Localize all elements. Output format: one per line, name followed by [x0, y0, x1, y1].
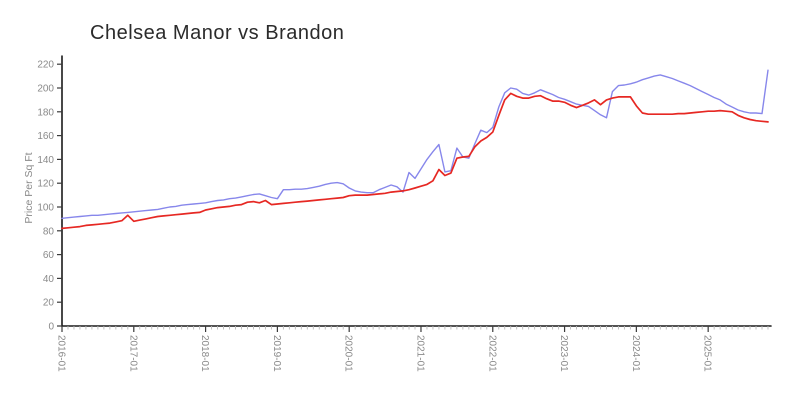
- y-tick-label: 160: [37, 131, 54, 142]
- axis-spines: [61, 55, 772, 327]
- x-tick-label: 2022-01: [486, 335, 497, 372]
- x-tick-label: 2020-01: [343, 335, 354, 372]
- y-tick-label: 100: [37, 203, 54, 214]
- y-tick-label: 40: [43, 274, 55, 285]
- y-tick-label: 180: [37, 107, 54, 118]
- plot-lines: [61, 69, 769, 230]
- chart-title: Chelsea Manor vs Brandon: [90, 22, 344, 44]
- axes: 0 20 40 60 80 100 120 140 160 180 200 220 2016-01 201…: [37, 55, 772, 372]
- y-tick-label: 20: [43, 298, 55, 309]
- series-line-chelsea-manor: [61, 69, 769, 220]
- x-tick-label: 2018-01: [199, 335, 210, 372]
- x-tick-label: 2021-01: [414, 335, 425, 372]
- y-tick-label: 220: [37, 60, 54, 71]
- x-tick-label: 2016-01: [56, 335, 67, 372]
- x-tick-label: 2017-01: [127, 335, 138, 372]
- y-tick-label: 200: [37, 84, 54, 95]
- series-line-brandon: [61, 92, 769, 230]
- x-tick-label: 2019-01: [271, 335, 282, 372]
- x-tick-label: 2023-01: [558, 335, 569, 372]
- y-tick-label: 0: [48, 322, 54, 333]
- x-tick-label: 2024-01: [630, 335, 641, 372]
- y-tick-label: 120: [37, 179, 54, 190]
- y-tick-label: 140: [37, 155, 54, 166]
- y-tick-label: 80: [43, 226, 55, 237]
- y-tick-label: 60: [43, 250, 55, 261]
- x-tick-label: 2025-01: [702, 335, 713, 372]
- y-axis-label: Price Per Sq Ft: [23, 152, 35, 223]
